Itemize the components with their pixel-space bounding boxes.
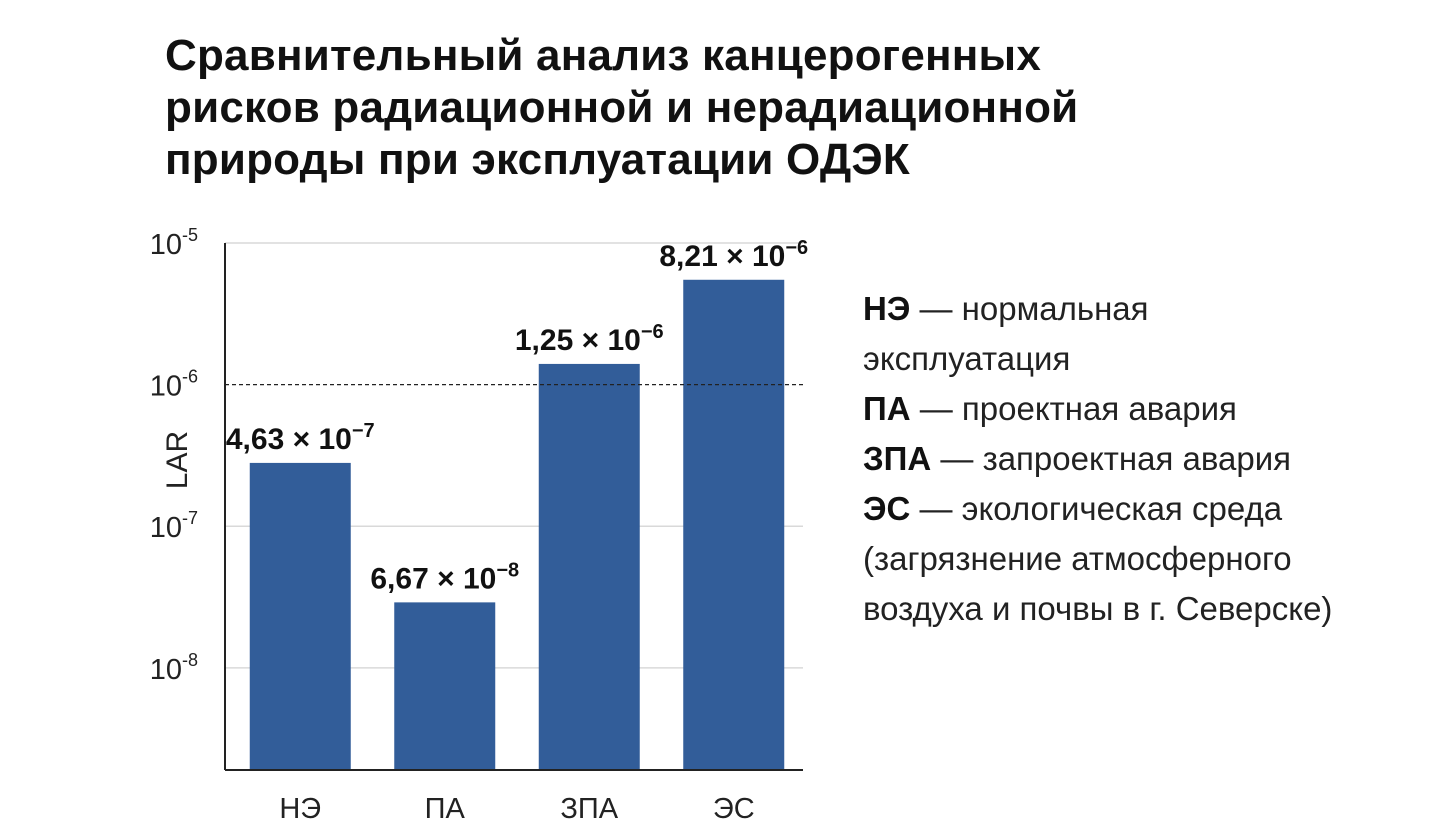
legend-text: — экологическая среда (загрязнение атмос… [863,490,1333,627]
legend-abbr: НЭ [863,290,911,327]
bar-chart: 10-5 10-6 10-7 10-8 4,63 × 10−7 НЭ 6,67 × 10−8… [150,225,808,825]
bar-1 [249,462,351,770]
legend-item-es: ЭС — экологическая среда (загрязнение ат… [863,484,1343,634]
data-label: 4,63 × 10−7 [226,420,375,456]
bar-3 [538,363,640,770]
x-category-label: ЗПА [560,793,618,825]
bar-2 [394,602,496,770]
legend-text: — запроектная авария [931,440,1292,477]
legend-text: — нормальная эксплуатация [863,290,1149,377]
legend-text: — проектная авария [910,390,1237,427]
legend-abbr: ЭС [863,490,911,527]
title-line: природы при эксплуатации ОДЭК [165,135,910,184]
bar-4 [683,279,785,770]
data-label: 6,67 × 10−8 [370,559,519,595]
legend-item-pa: ПА — проектная авария [863,384,1343,434]
x-category-label: НЭ [279,793,321,825]
legend-abbr: ЗПА [863,440,932,477]
y-axis-label: LAR [161,431,194,489]
data-label: 8,21 × 10−6 [659,237,808,273]
legend-item-ne: НЭ — нормальная эксплуатация [863,284,1343,384]
y-tick-label: 10-7 [150,508,198,544]
y-tick-label: 10-6 [150,367,198,403]
chart-title: Сравнительный анализ канцерогенных риско… [165,30,1265,186]
x-category-label: ЭС [713,793,755,825]
x-category-label: ПА [425,793,466,825]
y-tick-label: 10-8 [150,650,198,686]
title-line: рисков радиационной и нерадиационной [165,83,1079,132]
y-tick-label: 10-5 [150,225,198,261]
legend-item-zpa: ЗПА — запроектная авария [863,434,1343,484]
legend: НЭ — нормальная эксплуатация ПА — проект… [863,284,1343,634]
title-line: Сравнительный анализ канцерогенных [165,31,1041,80]
data-label: 1,25 × 10−6 [515,321,664,357]
legend-abbr: ПА [863,390,911,427]
